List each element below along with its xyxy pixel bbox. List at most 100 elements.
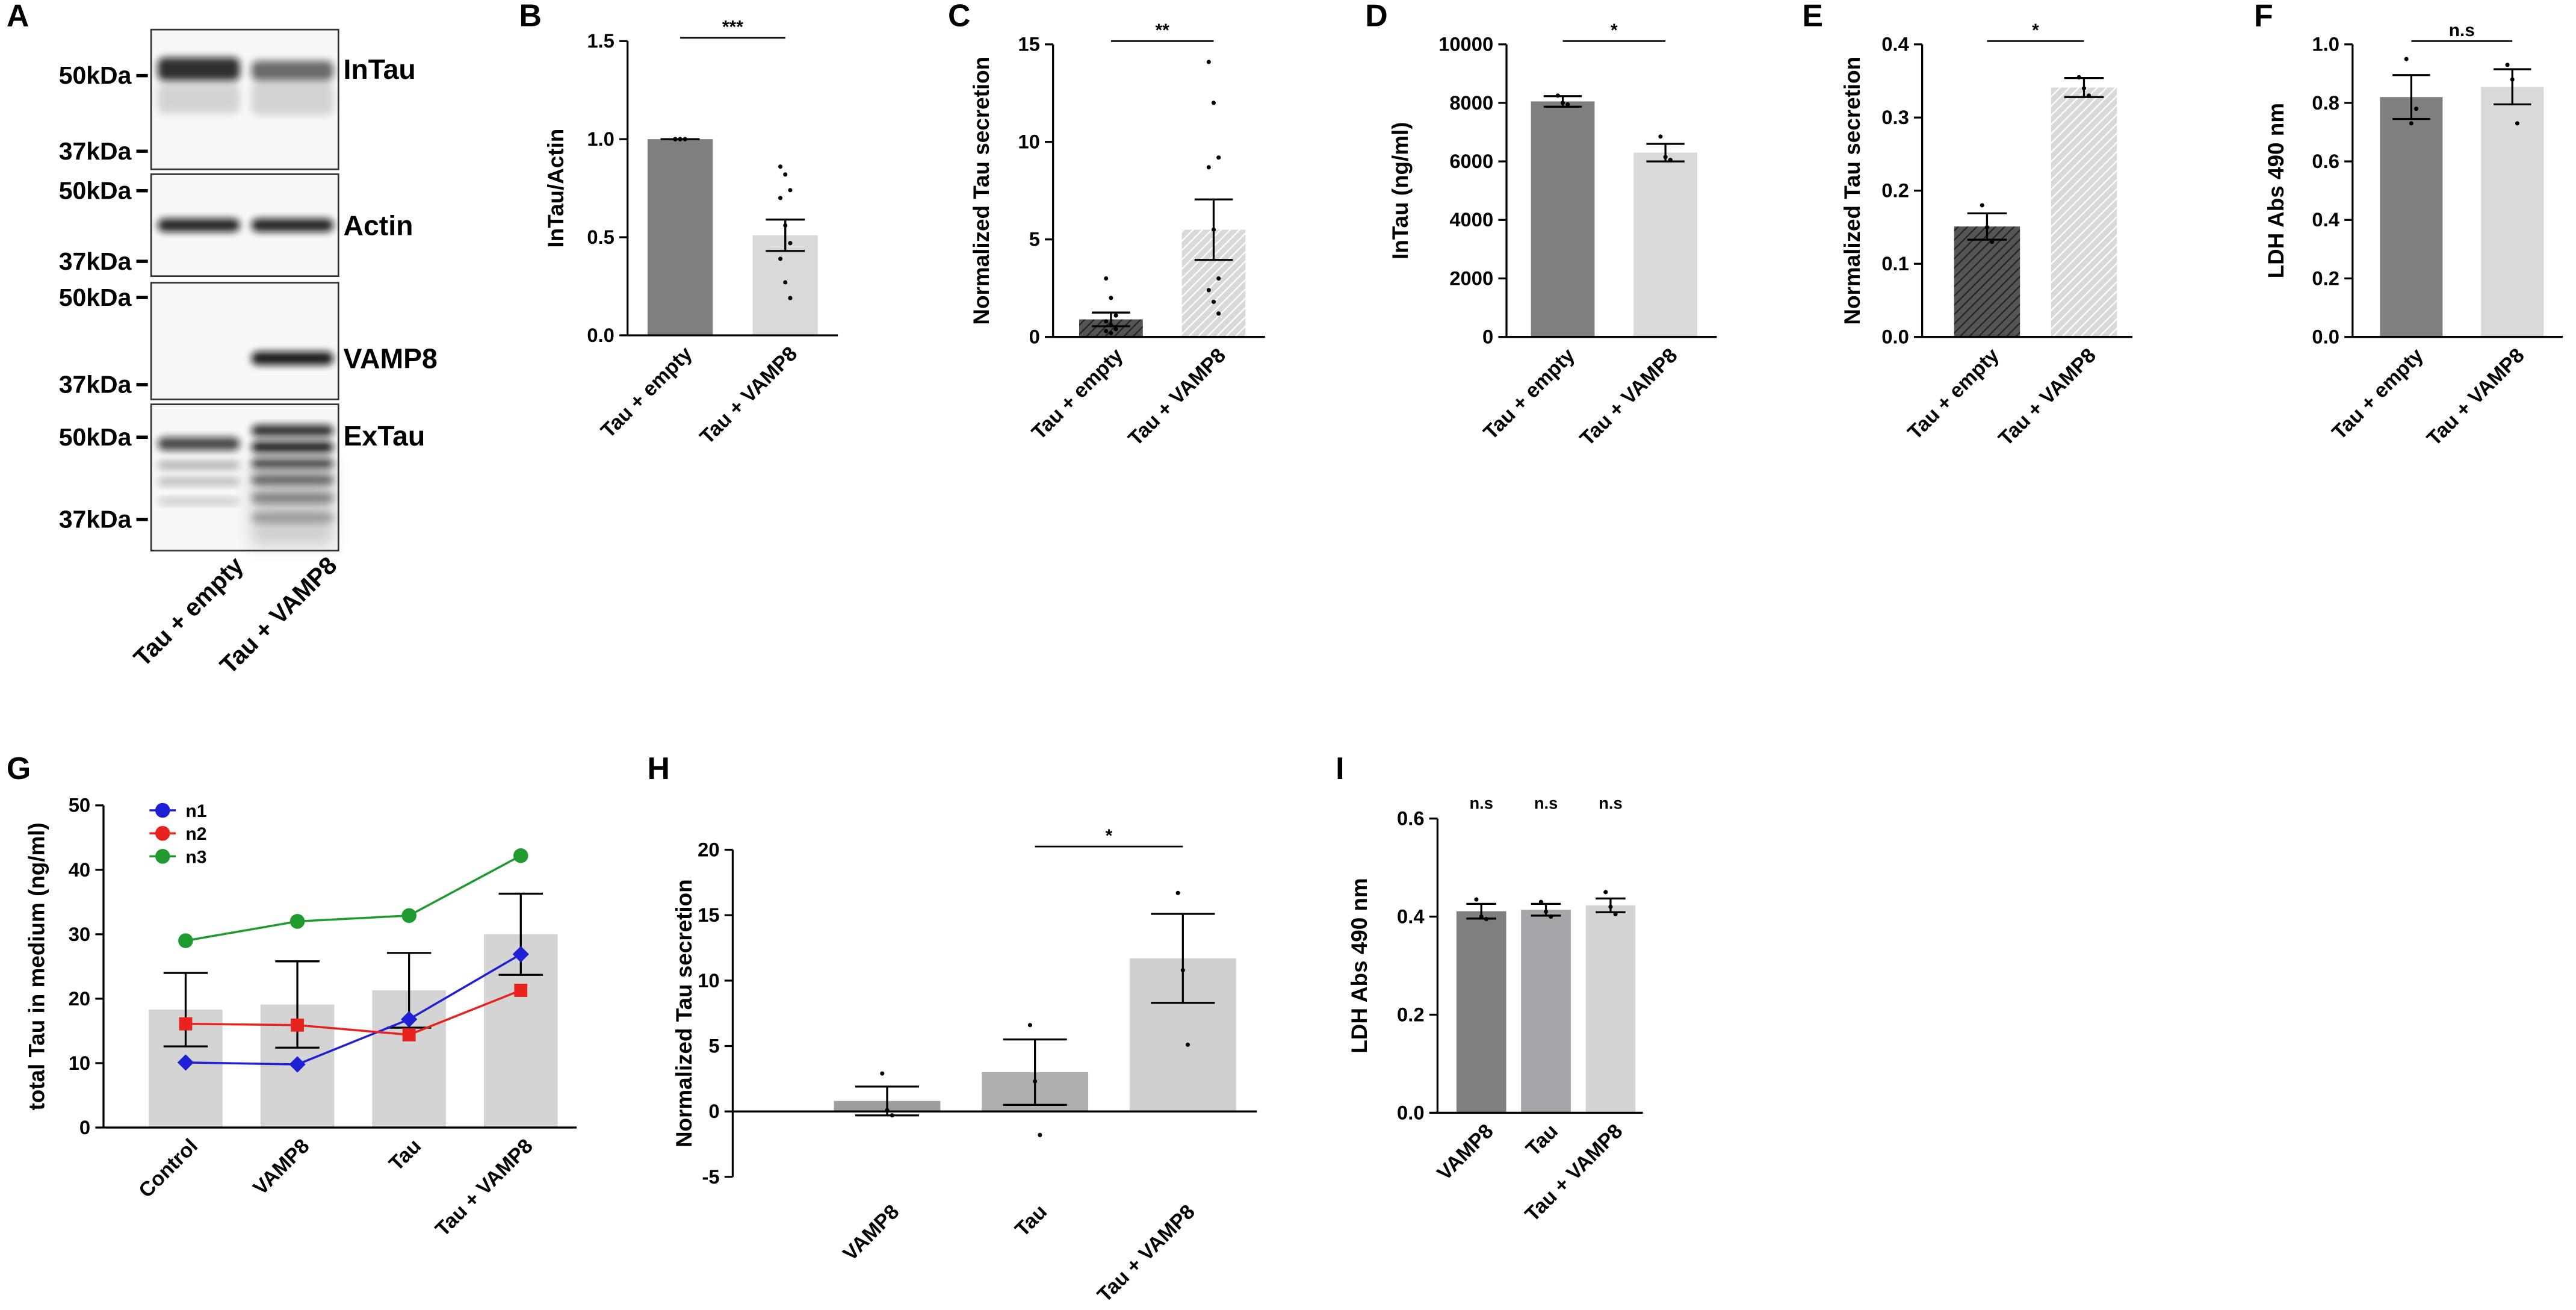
y-tick-label: 20 xyxy=(69,987,90,1010)
y-axis-title: Normalized Tau secretion xyxy=(969,57,994,325)
x-tick-label: Tau + VAMP8 xyxy=(431,1134,537,1241)
data-point xyxy=(1560,101,1565,105)
data-point xyxy=(1668,158,1673,163)
blot-panel xyxy=(150,282,339,400)
size-marker: 37kDa xyxy=(59,137,132,165)
y-tick-label: 20 xyxy=(698,838,719,860)
error-bar xyxy=(1151,913,1215,1004)
y-tick-label: 15 xyxy=(698,904,719,926)
data-point xyxy=(2076,75,2081,79)
bar xyxy=(1585,905,1636,1113)
data-point xyxy=(1565,102,1570,107)
error-bar xyxy=(1003,1038,1067,1106)
significance-label: ** xyxy=(1156,20,1170,40)
line-marker xyxy=(289,914,305,929)
y-tick-label: 1.0 xyxy=(587,128,615,150)
blot-smear xyxy=(251,460,334,546)
row-label: ExTau xyxy=(343,420,425,452)
data-point xyxy=(1206,288,1211,293)
y-axis-title: Normalized Tau secretion xyxy=(672,879,696,1147)
data-point xyxy=(1980,203,1984,208)
line-marker xyxy=(177,1054,194,1071)
data-point xyxy=(1484,917,1488,922)
data-point xyxy=(1474,897,1479,902)
row-label: InTau xyxy=(343,54,415,85)
bar xyxy=(1521,910,1571,1113)
data-point xyxy=(2505,63,2510,67)
y-tick-label: 6000 xyxy=(1449,150,1493,172)
series-line xyxy=(185,989,521,1036)
panel-letter: A xyxy=(7,0,29,33)
x-tick-label: VAMP8 xyxy=(1433,1120,1498,1185)
size-marker: 50kDa xyxy=(59,61,132,89)
data-point xyxy=(2515,121,2519,126)
line-marker xyxy=(289,1056,306,1073)
y-tick-label: 10 xyxy=(69,1052,90,1074)
x-tick-label: Tau + VAMP8 xyxy=(2423,344,2529,450)
data-point xyxy=(1206,60,1211,64)
error-bar xyxy=(275,960,320,1049)
blot-band xyxy=(251,61,334,81)
data-point xyxy=(788,296,793,300)
data-point xyxy=(890,1113,894,1118)
size-marker: 37kDa xyxy=(59,371,132,399)
y-tick-label: 0.0 xyxy=(1881,326,1909,348)
panel-letter: D xyxy=(1365,0,1387,33)
y-axis-title: InTau (ng/ml) xyxy=(1388,122,1413,259)
x-tick-label: Tau xyxy=(1522,1120,1562,1161)
blot-band xyxy=(251,352,334,365)
y-tick-label: 10 xyxy=(698,969,719,992)
bar xyxy=(1954,226,2020,337)
y-axis-title: LDH Abs 490 nm xyxy=(2264,103,2288,278)
size-marker: 50kDa xyxy=(59,284,132,311)
x-tick-label: Tau + VAMP8 xyxy=(1576,344,1682,450)
data-point xyxy=(1113,327,1118,332)
y-tick-label: 0.2 xyxy=(1881,179,1909,202)
data-point xyxy=(1109,323,1113,328)
panel-letter: C xyxy=(948,0,970,33)
data-point xyxy=(788,188,793,193)
data-point xyxy=(1113,313,1118,318)
bar xyxy=(1633,152,1698,337)
line-marker xyxy=(291,1018,304,1032)
data-point xyxy=(783,172,788,177)
y-axis-title: total Tau in medium (ng/ml) xyxy=(25,822,49,1110)
data-point xyxy=(1206,165,1211,170)
data-point xyxy=(1555,93,1560,98)
data-point xyxy=(1033,1079,1038,1084)
error-bar xyxy=(2494,68,2531,105)
data-point xyxy=(880,1071,885,1076)
x-tick-label: VAMP8 xyxy=(838,1200,903,1265)
data-point xyxy=(1216,311,1221,316)
data-point xyxy=(1216,155,1221,160)
y-tick-label: 0.6 xyxy=(1397,807,1425,830)
x-tick-label: Tau + empty xyxy=(1479,344,1579,444)
blot-band xyxy=(158,57,240,81)
data-point xyxy=(2087,93,2091,98)
y-tick-label: 0.3 xyxy=(1881,106,1909,128)
data-point xyxy=(778,164,783,169)
x-tick-label: Tau + VAMP8 xyxy=(1124,344,1230,450)
size-marker: 37kDa xyxy=(59,505,132,533)
data-point xyxy=(1038,1132,1042,1137)
blot-band xyxy=(158,477,240,486)
data-point xyxy=(1109,296,1113,300)
y-tick-label: 0.4 xyxy=(1881,33,1909,55)
data-point xyxy=(1104,276,1109,281)
bar xyxy=(1531,101,1595,337)
y-tick-label: 0 xyxy=(79,1116,90,1138)
data-point xyxy=(778,256,783,261)
y-tick-label: 0.5 xyxy=(587,226,615,248)
significance-label: n.s xyxy=(1469,793,1493,812)
data-point xyxy=(678,137,683,141)
y-tick-label: 0.4 xyxy=(1397,905,1425,927)
y-tick-label: 15 xyxy=(1018,33,1039,55)
size-marker: 50kDa xyxy=(59,176,132,204)
data-point xyxy=(1211,227,1216,232)
data-point xyxy=(1109,331,1113,335)
bar xyxy=(647,139,713,335)
y-tick-label: 4000 xyxy=(1449,208,1493,231)
legend-label: n1 xyxy=(185,801,206,821)
y-tick-label: 10000 xyxy=(1438,33,1493,55)
data-point xyxy=(1211,101,1216,105)
